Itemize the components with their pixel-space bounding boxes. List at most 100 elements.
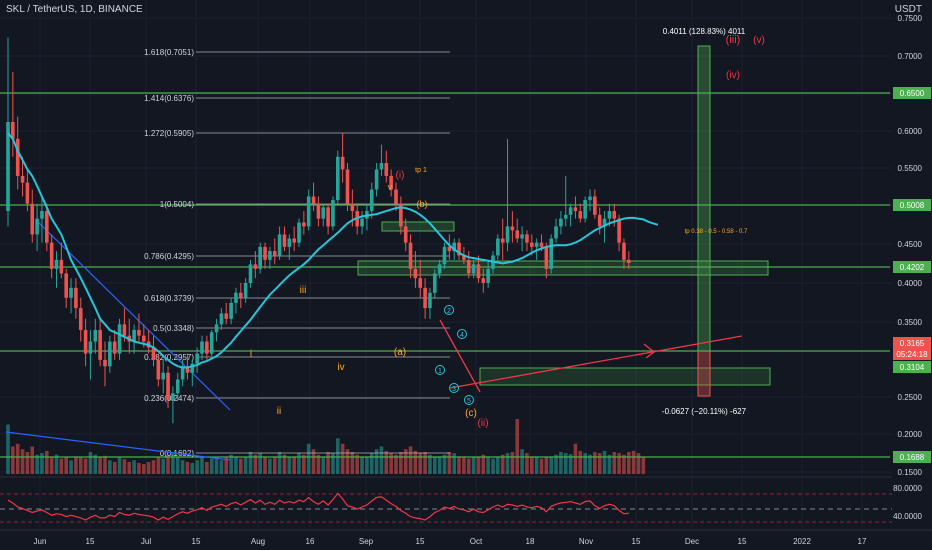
candle-body bbox=[442, 246, 447, 265]
candle-body bbox=[496, 238, 500, 256]
candle-body bbox=[583, 200, 587, 219]
candle-body bbox=[326, 207, 330, 227]
volume-bar bbox=[481, 454, 486, 474]
time-tick-label: 16 bbox=[306, 537, 315, 546]
circled-wave-label: 1 bbox=[438, 368, 442, 375]
candle-body bbox=[510, 226, 515, 231]
candle-body bbox=[229, 302, 233, 319]
circled-wave-marker bbox=[435, 365, 445, 375]
volume-bar bbox=[360, 457, 364, 474]
volume-bar bbox=[340, 443, 345, 474]
candle-body bbox=[205, 341, 209, 354]
volume-bar bbox=[641, 457, 646, 474]
wave-label: (ii) bbox=[477, 418, 488, 429]
volume-bar bbox=[88, 452, 93, 474]
candle-body bbox=[132, 329, 136, 342]
volume-bar bbox=[185, 461, 190, 474]
candle-body bbox=[54, 259, 59, 269]
wave-label: ii bbox=[277, 406, 281, 417]
volume-bar bbox=[544, 457, 549, 474]
candle-body bbox=[103, 359, 107, 367]
volume-bar bbox=[54, 454, 59, 474]
volume-bars bbox=[6, 419, 646, 474]
fib-label: 1.618(0.7051) bbox=[144, 48, 194, 57]
wave-label: tp 1 bbox=[415, 167, 427, 174]
wave-label: iv bbox=[337, 362, 344, 373]
candle-body bbox=[554, 226, 558, 239]
candle-body bbox=[534, 242, 539, 247]
price-tick-label: 0.5500 bbox=[898, 164, 923, 173]
candle-body bbox=[190, 363, 195, 373]
candle-body bbox=[374, 169, 379, 190]
time-tick-label: Oct bbox=[470, 537, 483, 546]
volume-bar bbox=[447, 452, 452, 474]
candle-body bbox=[350, 203, 355, 212]
candle-body bbox=[544, 246, 549, 269]
volume-bar bbox=[510, 452, 515, 474]
volume-bar bbox=[607, 454, 612, 474]
candle-body bbox=[345, 169, 350, 204]
price-tick-label: 0.6000 bbox=[898, 127, 923, 136]
currency-label: USDT bbox=[894, 4, 922, 15]
candle-body bbox=[292, 238, 296, 243]
volume-bar bbox=[505, 453, 510, 474]
candle-body bbox=[500, 238, 505, 243]
fib-label: 0.382(0.2957) bbox=[144, 353, 194, 362]
volume-bar bbox=[30, 446, 35, 474]
candle-body bbox=[93, 329, 98, 342]
red-arrow-head bbox=[643, 343, 656, 359]
volume-bar bbox=[15, 443, 20, 474]
candle-body bbox=[224, 313, 229, 319]
volume-bar bbox=[399, 452, 403, 474]
volume-bar bbox=[93, 454, 98, 474]
candle-body bbox=[418, 278, 423, 288]
candle-body bbox=[15, 138, 20, 176]
volume-bar bbox=[316, 454, 321, 474]
candle-body bbox=[481, 278, 486, 283]
circled-wave-label: 5 bbox=[467, 398, 471, 405]
candle-body bbox=[520, 234, 524, 239]
volume-bar bbox=[350, 452, 355, 474]
candle-body bbox=[515, 230, 520, 239]
zone-box-resistance bbox=[357, 260, 769, 276]
volume-bar bbox=[563, 453, 568, 474]
fib-label: 1.272(0.5905) bbox=[144, 129, 194, 138]
candle-body bbox=[59, 259, 64, 274]
rsi-pane bbox=[0, 476, 892, 523]
fib-label: 0.786(0.4295) bbox=[144, 252, 194, 261]
time-tick-label: 17 bbox=[858, 537, 867, 546]
volume-bar bbox=[452, 453, 456, 474]
candle-body bbox=[306, 196, 311, 227]
candle-body bbox=[253, 264, 258, 269]
price-tag-bg bbox=[893, 87, 931, 99]
candle-body bbox=[423, 287, 427, 309]
volume-bar bbox=[389, 453, 393, 474]
volume-bar bbox=[457, 456, 461, 474]
volume-bar bbox=[573, 443, 578, 474]
blue-downtrend-line bbox=[35, 219, 231, 411]
stop-measure-label: -0.0627 (−20.11%) -627 bbox=[662, 407, 747, 416]
volume-bar bbox=[631, 450, 636, 474]
candle-body bbox=[161, 372, 165, 380]
price-tick-label: 0.2000 bbox=[898, 430, 923, 439]
price-tick-label: 0.2500 bbox=[898, 393, 923, 402]
volume-bar bbox=[418, 453, 423, 474]
volume-bar bbox=[224, 457, 229, 474]
volume-bar bbox=[326, 452, 330, 474]
candle-body bbox=[209, 332, 214, 354]
circled-wave-marker bbox=[444, 305, 454, 315]
fib-label: 1.414(0.6376) bbox=[144, 94, 194, 103]
candle-body bbox=[336, 156, 340, 201]
candle-body bbox=[389, 175, 393, 190]
candle-body bbox=[331, 200, 335, 227]
candle-body bbox=[40, 211, 44, 219]
volume-bar bbox=[437, 456, 442, 474]
candle-body bbox=[277, 234, 282, 256]
candle-body bbox=[64, 273, 68, 298]
price-tag-label: 0.4202 bbox=[900, 263, 925, 272]
zone-box-support bbox=[479, 367, 771, 386]
volume-bar bbox=[35, 454, 39, 474]
ma-line bbox=[7, 132, 659, 369]
circled-wave-marker bbox=[449, 383, 459, 393]
